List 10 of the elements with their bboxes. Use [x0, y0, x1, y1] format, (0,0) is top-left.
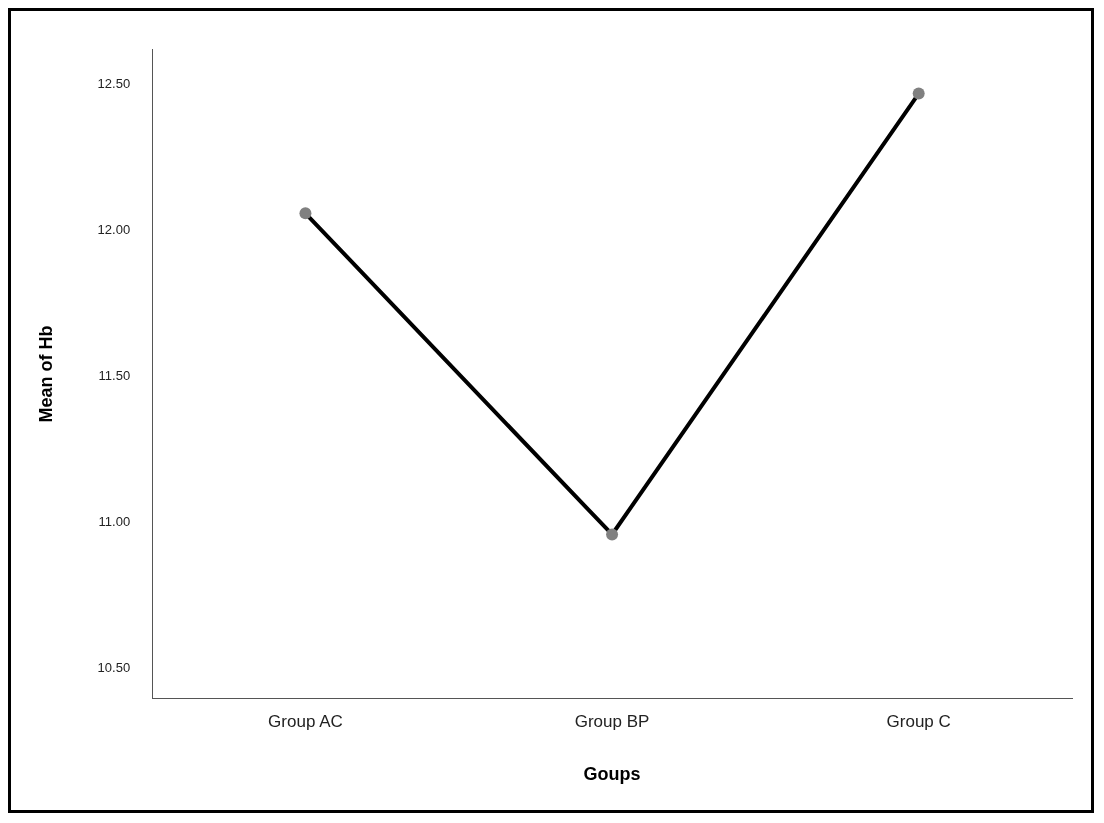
y-tick-label: 12.00 — [97, 222, 131, 238]
x-tick-label: Group C — [886, 711, 951, 731]
y-tick-label: 11.50 — [98, 368, 131, 384]
x-tick-label: Group AC — [268, 711, 343, 731]
y-axis-title: Mean of Hb — [35, 325, 56, 423]
y-tick-label: 10.50 — [97, 660, 131, 676]
y-tick-label: 12.50 — [97, 76, 131, 92]
x-tick-label: Group BP — [574, 711, 650, 731]
x-axis-title: Goups — [583, 764, 641, 785]
y-tick-label: 11.00 — [98, 514, 131, 530]
